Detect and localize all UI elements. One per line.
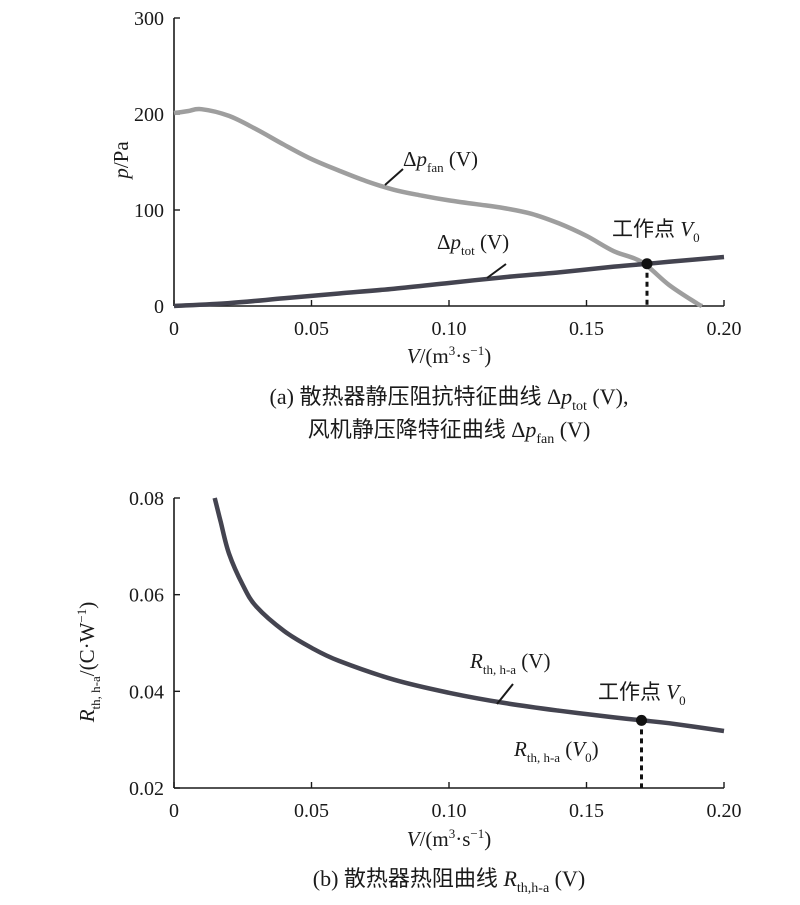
y-tick-label: 200 [134,104,164,126]
x-tick-label: 0.10 [432,318,467,340]
y-tick-label: 0.02 [129,778,164,800]
x-tick-label: 0.15 [569,800,604,822]
x-tick-label: 0.10 [432,800,467,822]
fan-curve-line [173,106,704,309]
chart-a-caption-line2: 风机静压降特征曲线 Δpfan (V) [308,417,591,447]
y-tick-label: 0.08 [129,488,164,510]
operating-point-marker [641,258,653,270]
chart-b-value-annotation: Rth, h-a (V0) [513,737,599,765]
chart-b-series [212,497,725,734]
chart-a: 0 0.05 0.10 0.15 0.20 0 100 200 300 p/Pa V/(m3·… [109,8,742,447]
chart-a-y-ticks: 0 100 200 300 [134,8,180,318]
x-tick-label: 0.15 [569,318,604,340]
chart-b: 0 0.05 0.10 0.15 0.20 0.02 0.04 0.06 0.08 Rth, … [74,488,742,896]
y-tick-label: 0.04 [129,681,164,703]
y-tick-label: 100 [134,200,164,222]
chart-b-operating-point [636,714,647,788]
chart-a-x-label: V/(m3·s−1) [407,343,492,368]
x-tick-label: 0.05 [294,800,329,822]
y-tick-label: 0 [154,296,164,318]
chart-b-curve-leader [496,683,514,705]
x-tick-label: 0 [169,800,179,822]
x-tick-label: 0.05 [294,318,329,340]
x-tick-label: 0 [169,318,179,340]
rth-curve-line [212,497,725,734]
chart-a-y-label: p/Pa [109,141,133,181]
chart-a-tot-leader [486,263,507,279]
chart-b-y-ticks: 0.02 0.04 0.06 0.08 [129,488,180,800]
operating-point-marker [636,714,647,726]
chart-a-fan-leader [384,168,404,186]
chart-a-operating-point [641,258,653,306]
chart-a-op-annotation: 工作点 V0 [612,217,700,245]
y-tick-label: 300 [134,8,164,30]
chart-a-caption-line1: (a) 散热器静压阻抗特征曲线 Δptot (V), [270,384,629,414]
chart-b-curve-annotation: Rth, h-a (V) [469,649,550,677]
tot-curve-line [173,254,725,309]
chart-b-x-label: V/(m3·s−1) [407,826,492,851]
chart-a-series [173,106,725,309]
chart-a-tot-annotation: Δptot (V) [437,230,509,258]
chart-b-x-ticks: 0 0.05 0.10 0.15 0.20 [169,782,742,822]
x-tick-label: 0.20 [707,800,742,822]
y-tick-label: 0.06 [129,585,164,607]
chart-b-caption: (b) 散热器热阻曲线 Rth,h-a (V) [313,866,585,896]
x-tick-label: 0.20 [707,318,742,340]
chart-a-x-ticks: 0 0.05 0.10 0.15 0.20 [169,300,742,340]
chart-b-y-label: Rth, h-a/(C·W−1) [74,602,103,724]
chart-a-fan-annotation: Δpfan (V) [403,147,478,175]
chart-b-op-annotation: 工作点 V0 [598,680,686,708]
